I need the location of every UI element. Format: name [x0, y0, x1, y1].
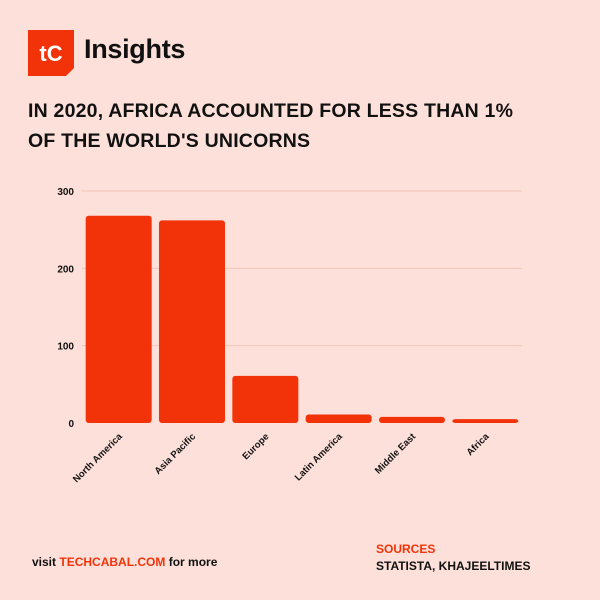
- bar-north-america: [85, 215, 152, 423]
- y-tick-label: 100: [57, 342, 74, 353]
- bar-africa: [452, 419, 519, 423]
- footer-prefix: visit: [32, 555, 60, 569]
- chart-title: IN 2020, AFRICA ACCOUNTED FOR LESS THAN …: [28, 96, 578, 156]
- brand-name: Insights: [84, 34, 186, 64]
- bar-latin-america: [305, 414, 372, 423]
- title-line-2: OF THE WORLD'S UNICORNS: [28, 130, 311, 152]
- x-tick-label: Middle East: [373, 431, 419, 477]
- x-tick-label: Africa: [465, 431, 492, 458]
- sources-block: SOURCES STATISTA, KHAJEELTIMES: [376, 541, 530, 575]
- footer-link[interactable]: TECHCABAL.COM: [59, 555, 166, 569]
- bar-europe: [232, 375, 299, 423]
- title-line-1: IN 2020, AFRICA ACCOUNTED FOR LESS THAN …: [28, 100, 514, 122]
- bar-asia-pacific: [159, 220, 225, 423]
- y-tick-label: 200: [57, 264, 74, 275]
- x-tick-label: North America: [71, 431, 125, 485]
- x-tick-label: Asia Pacific: [153, 431, 198, 476]
- footer-suffix: for more: [165, 555, 218, 569]
- logo-text: tC: [39, 41, 62, 66]
- x-tick-label: Latin America: [293, 431, 345, 483]
- y-tick-label: 300: [57, 187, 74, 198]
- sources-value: STATISTA, KHAJEELTIMES: [376, 559, 531, 573]
- bar-chart: 0 100 200 300 North America Asia Pacific Europ…: [57, 187, 522, 485]
- techcabal-logo-icon: tC: [28, 30, 74, 76]
- bar-middle-east: [379, 416, 445, 423]
- x-tick-label: Europe: [241, 431, 272, 462]
- y-tick-label: 0: [68, 419, 74, 430]
- sources-title: SOURCES: [376, 542, 436, 556]
- footer-visit: visit TECHCABAL.COM for more: [32, 555, 217, 569]
